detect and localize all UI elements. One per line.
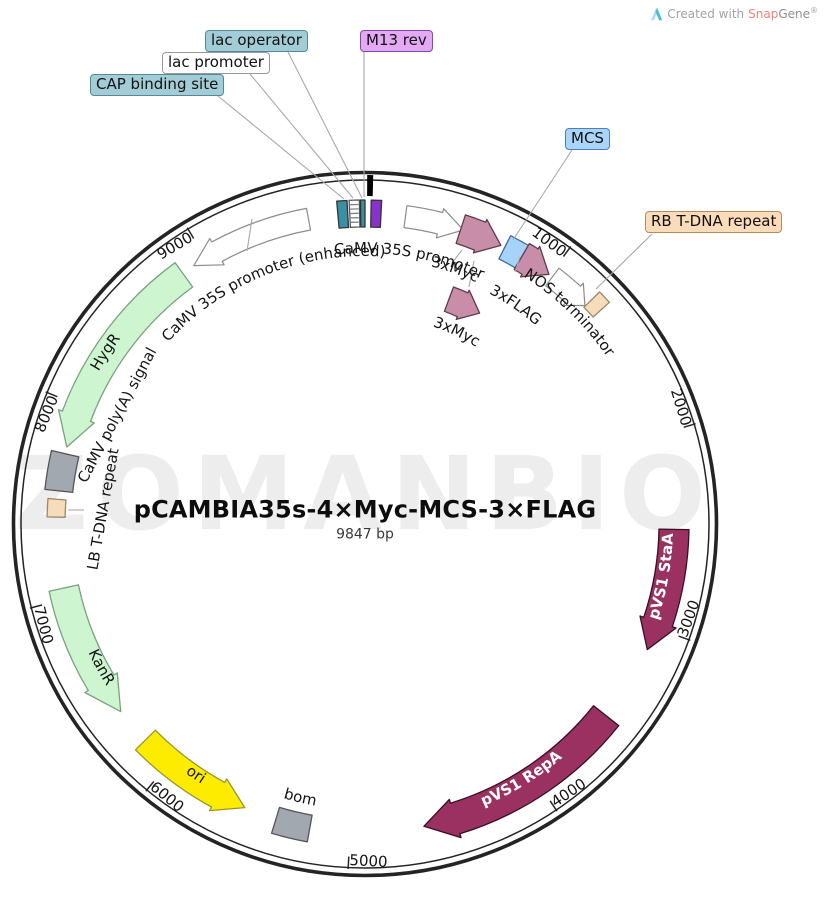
feature-rb	[583, 291, 611, 318]
connector-mcs-site	[512, 149, 573, 241]
callout-m13-rev: M13 rev	[360, 30, 433, 52]
label-path-myc2	[295, 315, 562, 454]
feature-cap	[336, 199, 350, 229]
connector-myc1	[451, 249, 463, 264]
tick-label-9000: 9000	[154, 228, 196, 263]
feature-label-bom: bom	[282, 785, 318, 810]
brand-gene: Gene	[778, 7, 810, 21]
callout-lac-promoter: lac promoter	[162, 52, 270, 74]
plasmid-backbone-inner	[20, 179, 710, 869]
tick-5000	[347, 856, 350, 870]
tick-label-5000: 5000	[349, 851, 388, 871]
tick-2000	[683, 422, 696, 429]
feature-myc2	[443, 286, 481, 321]
tick-9000	[186, 227, 195, 239]
feature-camv35s	[403, 205, 464, 239]
tick-4000	[549, 800, 558, 812]
feature-bom	[270, 806, 313, 843]
feature-camv35s-enh	[193, 207, 312, 267]
background-watermark: ZOMANBIO	[14, 435, 715, 554]
connector-rb	[595, 233, 653, 290]
brand-snap: Snap	[748, 7, 779, 21]
label-path-bom	[122, 674, 516, 810]
feature-label-text-camv35s-enh: CaMV 35S promoter (enhanced)	[158, 242, 386, 345]
feature-repa	[423, 705, 620, 839]
credit-text: Created with	[667, 6, 745, 21]
snapgene-credit: Created with SnapGene®	[650, 6, 818, 21]
tick-3000	[678, 635, 691, 642]
feature-ori	[134, 729, 246, 812]
plasmid-backbone-outer	[11, 170, 719, 878]
connector-flag	[514, 256, 521, 273]
tick-8000	[45, 391, 58, 398]
feature-nos	[545, 267, 586, 307]
callout-cap-binding-site: CAP binding site	[90, 74, 225, 96]
callout-lac-operator: lac operator	[205, 30, 308, 52]
tick-7000	[29, 604, 43, 609]
feature-staa	[639, 528, 690, 651]
label-path-nos	[360, 230, 659, 519]
feature-kanr	[48, 584, 122, 713]
tick-1000	[562, 246, 572, 257]
registered-mark: ®	[810, 6, 818, 15]
snapgene-logo-icon	[651, 7, 663, 20]
feature-lb	[46, 497, 67, 518]
feature-lac-operator	[359, 199, 366, 228]
feature-m13-rev	[370, 199, 383, 229]
tick-6000	[145, 781, 155, 792]
feature-label-text-bom: bom	[282, 785, 318, 810]
callout-mcs: MCS	[565, 128, 610, 150]
connector-lac-promoter	[249, 73, 354, 199]
connector-camv35s-enh	[246, 218, 253, 252]
feature-start-marker	[367, 175, 374, 197]
feature-hygr	[57, 262, 194, 448]
callout-rb-t-dna-repeat: RB T-DNA repeat	[645, 211, 783, 233]
feature-myc1	[455, 214, 502, 254]
connector-myc2	[468, 260, 475, 288]
feature-label-camv35s-enh: CaMV 35S promoter (enhanced)	[158, 242, 386, 345]
feature-polya	[44, 449, 80, 494]
connector-cap	[217, 95, 345, 200]
connector-lac-operator	[287, 51, 363, 199]
